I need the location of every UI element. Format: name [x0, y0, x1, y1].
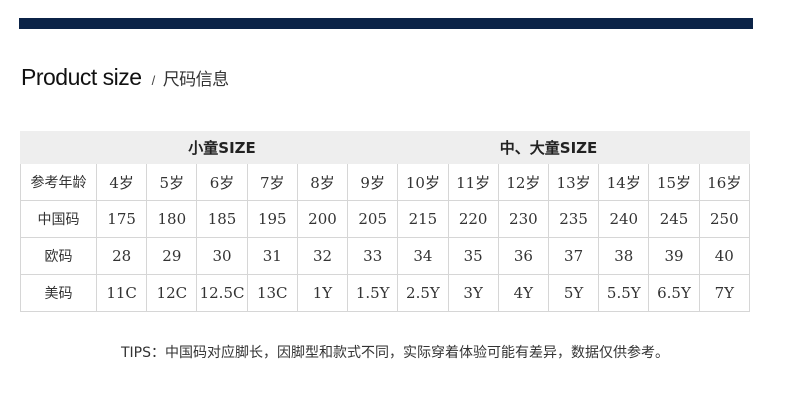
- table-cell: 15岁: [648, 163, 700, 201]
- table-cell: 250: [698, 200, 751, 238]
- table-cell: 33: [347, 237, 399, 275]
- table-cell: 11岁: [447, 163, 499, 201]
- title-separator: /: [151, 73, 156, 88]
- table-cell: 13C: [246, 274, 298, 312]
- page-title: Product size / 尺码信息: [21, 64, 229, 91]
- table-cell: 11C: [95, 274, 148, 312]
- table-cell: 37: [547, 237, 600, 275]
- table-row: 欧码 28 29 30 31 32 33 34 35 36 37 38 39 40: [20, 237, 751, 275]
- table-cell: 1Y: [296, 274, 349, 312]
- title-en: Product size: [21, 64, 142, 90]
- table-cell: 4岁: [95, 163, 148, 201]
- table-cell: 12C: [146, 274, 198, 312]
- table-cell: 29: [146, 237, 198, 275]
- group-small-kids: 小童SIZE: [95, 131, 349, 164]
- table-cell: 16岁: [698, 163, 751, 201]
- table-cell: 6岁: [196, 163, 248, 201]
- table-cell: 5Y: [547, 274, 600, 312]
- table-cell: 13岁: [547, 163, 600, 201]
- table-cell: 215: [397, 200, 449, 238]
- tips-note: TIPS：中国码对应脚长，因脚型和款式不同，实际穿着体验可能有差异，数据仅供参考…: [120, 345, 669, 361]
- table-cell: 32: [296, 237, 349, 275]
- table-cell: 36: [497, 237, 549, 275]
- table-cell: 28: [95, 237, 148, 275]
- table-cell: 3Y: [447, 274, 499, 312]
- table-cell: 5.5Y: [598, 274, 650, 312]
- table-cell: 34: [397, 237, 449, 275]
- group-big-kids: 中、大童SIZE: [347, 131, 750, 164]
- table-cell: 30: [196, 237, 248, 275]
- table-cell: 245: [648, 200, 700, 238]
- table-cell: 205: [347, 200, 399, 238]
- table-cell: 180: [146, 200, 198, 238]
- table-cell: 200: [296, 200, 349, 238]
- table-cell: 235: [547, 200, 600, 238]
- table-cell: 8岁: [296, 163, 349, 201]
- table-cell: 35: [447, 237, 499, 275]
- table-cell: 9岁: [347, 163, 399, 201]
- table-cell: 7Y: [698, 274, 751, 312]
- size-table: 小童SIZE 中、大童SIZE 参考年龄 4岁 5岁 6岁 7岁 8岁 9岁 10岁 11岁 12…: [20, 131, 751, 312]
- table-cell: 185: [196, 200, 248, 238]
- title-cn: 尺码信息: [162, 70, 230, 90]
- table-cell: 5岁: [146, 163, 198, 201]
- top-divider-bar: [19, 18, 753, 29]
- table-cell: 14岁: [598, 163, 650, 201]
- table-cell: 220: [447, 200, 499, 238]
- table-cell: 12.5C: [196, 274, 248, 312]
- group-header-row: 小童SIZE 中、大童SIZE: [20, 131, 750, 164]
- table-cell: 7岁: [246, 163, 298, 201]
- table-cell: 2.5Y: [397, 274, 449, 312]
- table-cell: 195: [246, 200, 298, 238]
- table-cell: 38: [598, 237, 650, 275]
- table-row: 参考年龄 4岁 5岁 6岁 7岁 8岁 9岁 10岁 11岁 12岁 13岁 14岁 15岁 16岁: [20, 163, 751, 201]
- table-cell: 10岁: [397, 163, 449, 201]
- row-label: 中国码: [20, 200, 97, 238]
- row-label: 美码: [20, 274, 97, 312]
- table-cell: 40: [698, 237, 751, 275]
- table-cell: 4Y: [497, 274, 549, 312]
- table-cell: 39: [648, 237, 700, 275]
- table-row: 中国码 175 180 185 195 200 205 215 220 230 235 240 245 2…: [20, 200, 751, 238]
- table-cell: 230: [497, 200, 549, 238]
- table-row: 美码 11C 12C 12.5C 13C 1Y 1.5Y 2.5Y 3Y 4Y 5Y 5.5Y 6.5Y…: [20, 274, 751, 312]
- table-cell: 1.5Y: [347, 274, 399, 312]
- row-label: 欧码: [20, 237, 97, 275]
- table-cell: 31: [246, 237, 298, 275]
- table-cell: 6.5Y: [648, 274, 700, 312]
- row-label: 参考年龄: [20, 163, 97, 201]
- table-cell: 240: [598, 200, 650, 238]
- table-cell: 12岁: [497, 163, 549, 201]
- header-corner: [20, 131, 97, 164]
- table-cell: 175: [95, 200, 148, 238]
